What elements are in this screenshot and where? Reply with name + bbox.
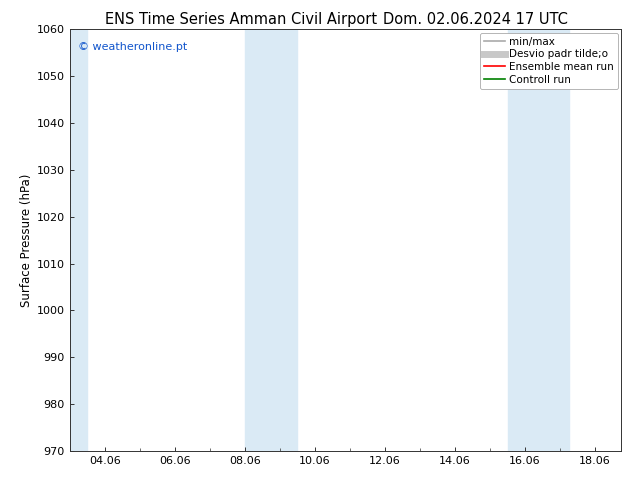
- Text: © weatheronline.pt: © weatheronline.pt: [78, 42, 187, 52]
- Bar: [66, 29, 87, 451]
- Text: Dom. 02.06.2024 17 UTC: Dom. 02.06.2024 17 UTC: [383, 12, 568, 27]
- Text: ENS Time Series Amman Civil Airport: ENS Time Series Amman Civil Airport: [105, 12, 377, 27]
- Bar: [245, 29, 297, 451]
- Y-axis label: Surface Pressure (hPa): Surface Pressure (hPa): [20, 173, 32, 307]
- Legend: min/max, Desvio padr tilde;o, Ensemble mean run, Controll run: min/max, Desvio padr tilde;o, Ensemble m…: [480, 32, 618, 89]
- Bar: [507, 29, 569, 451]
